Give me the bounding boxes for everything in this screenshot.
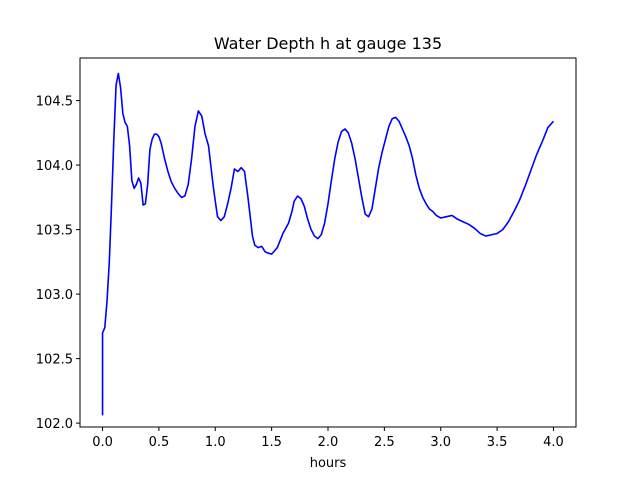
x-tick-label: 1.5	[261, 435, 282, 450]
y-axis: 102.0 102.5 103.0 103.5 104.0 104.5	[36, 95, 80, 432]
y-tick-label: 104.0	[36, 159, 73, 174]
x-tick-label: 4.0	[543, 435, 564, 450]
y-tick-label: 102.5	[36, 353, 73, 368]
chart-title: Water Depth h at gauge 135	[214, 34, 442, 53]
x-axis-label: hours	[310, 456, 347, 471]
series-line	[101, 72, 555, 416]
plot-area	[101, 72, 555, 416]
x-tick-label: 3.5	[487, 435, 508, 450]
x-tick-label: 3.0	[430, 435, 451, 450]
x-axis: 0.0 0.5 1.0 1.5 2.0 2.5 3.0 3.5 4.0	[92, 427, 564, 450]
axes-frame	[79, 57, 577, 428]
x-tick-label: 2.0	[318, 435, 339, 450]
y-tick-label: 103.0	[36, 288, 73, 303]
x-tick-label: 2.5	[374, 435, 395, 450]
y-tick-label: 103.5	[36, 224, 73, 239]
y-tick-label: 104.5	[36, 95, 73, 110]
x-tick-label: 0.0	[92, 435, 113, 450]
x-tick-label: 0.5	[149, 435, 170, 450]
y-tick-label: 102.0	[36, 417, 73, 432]
x-tick-label: 1.0	[205, 435, 226, 450]
